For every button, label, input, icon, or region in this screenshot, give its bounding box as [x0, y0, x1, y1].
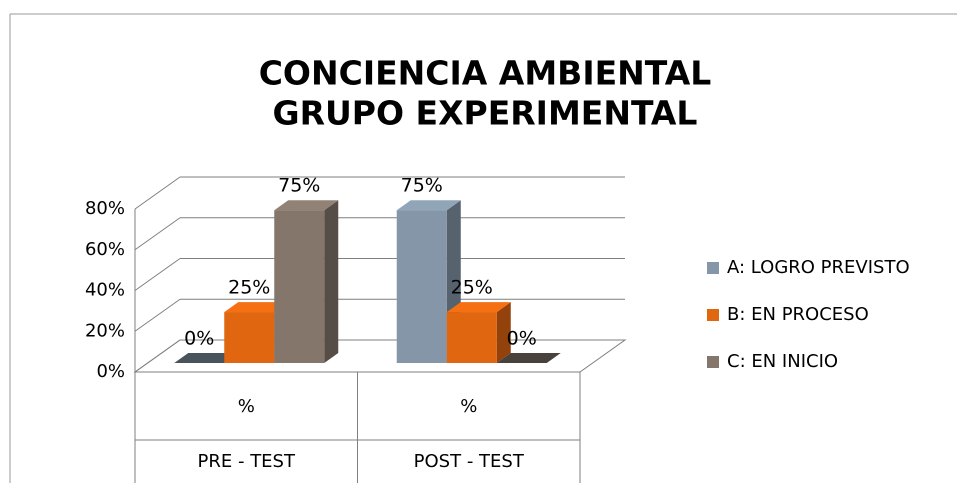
- value-label: 0%: [507, 328, 537, 350]
- value-label: 25%: [451, 277, 493, 299]
- x-group-label: POST - TEST: [414, 451, 525, 472]
- bar-top: [446, 302, 511, 313]
- grid-line: [134, 176, 181, 210]
- bar-top: [396, 200, 461, 211]
- bar-top: [496, 353, 561, 363]
- legend-swatch: [707, 262, 719, 274]
- legend-label: B: EN PROCESO: [727, 304, 869, 325]
- value-label: 0%: [184, 328, 214, 350]
- chart-subtitle: GRUPO EXPERIMENTAL: [273, 94, 698, 133]
- legend-swatch: [707, 356, 719, 368]
- y-tick-label: 80%: [85, 198, 125, 219]
- legend-label: A: LOGRO PREVISTO: [727, 257, 910, 278]
- grid-line: [134, 217, 181, 251]
- bar: [274, 210, 325, 363]
- bar-top: [174, 353, 239, 363]
- legend-label: C: EN INICIO: [727, 351, 838, 372]
- bar-side: [324, 200, 339, 363]
- y-tick-label: 40%: [85, 280, 125, 301]
- grid-line: [134, 298, 181, 332]
- bar: [224, 312, 275, 363]
- x-tick-label: %: [238, 396, 255, 417]
- bar-top: [224, 302, 289, 313]
- bar-side: [496, 302, 511, 363]
- grid-line: [134, 339, 181, 373]
- y-tick-label: 20%: [85, 320, 125, 341]
- bar: [446, 312, 497, 363]
- value-label: 75%: [401, 175, 443, 197]
- chart-title: CONCIENCIA AMBIENTAL: [259, 54, 712, 93]
- y-tick-label: 60%: [85, 239, 125, 260]
- value-label: 75%: [278, 175, 320, 197]
- legend-swatch: [707, 309, 719, 321]
- grid-line: [134, 258, 181, 291]
- x-tick-label: %: [460, 396, 477, 417]
- value-label: 25%: [228, 277, 270, 299]
- bar-top: [274, 200, 339, 211]
- x-group-label: PRE - TEST: [198, 451, 296, 472]
- bar: [396, 210, 447, 363]
- y-tick-label: 0%: [96, 361, 125, 382]
